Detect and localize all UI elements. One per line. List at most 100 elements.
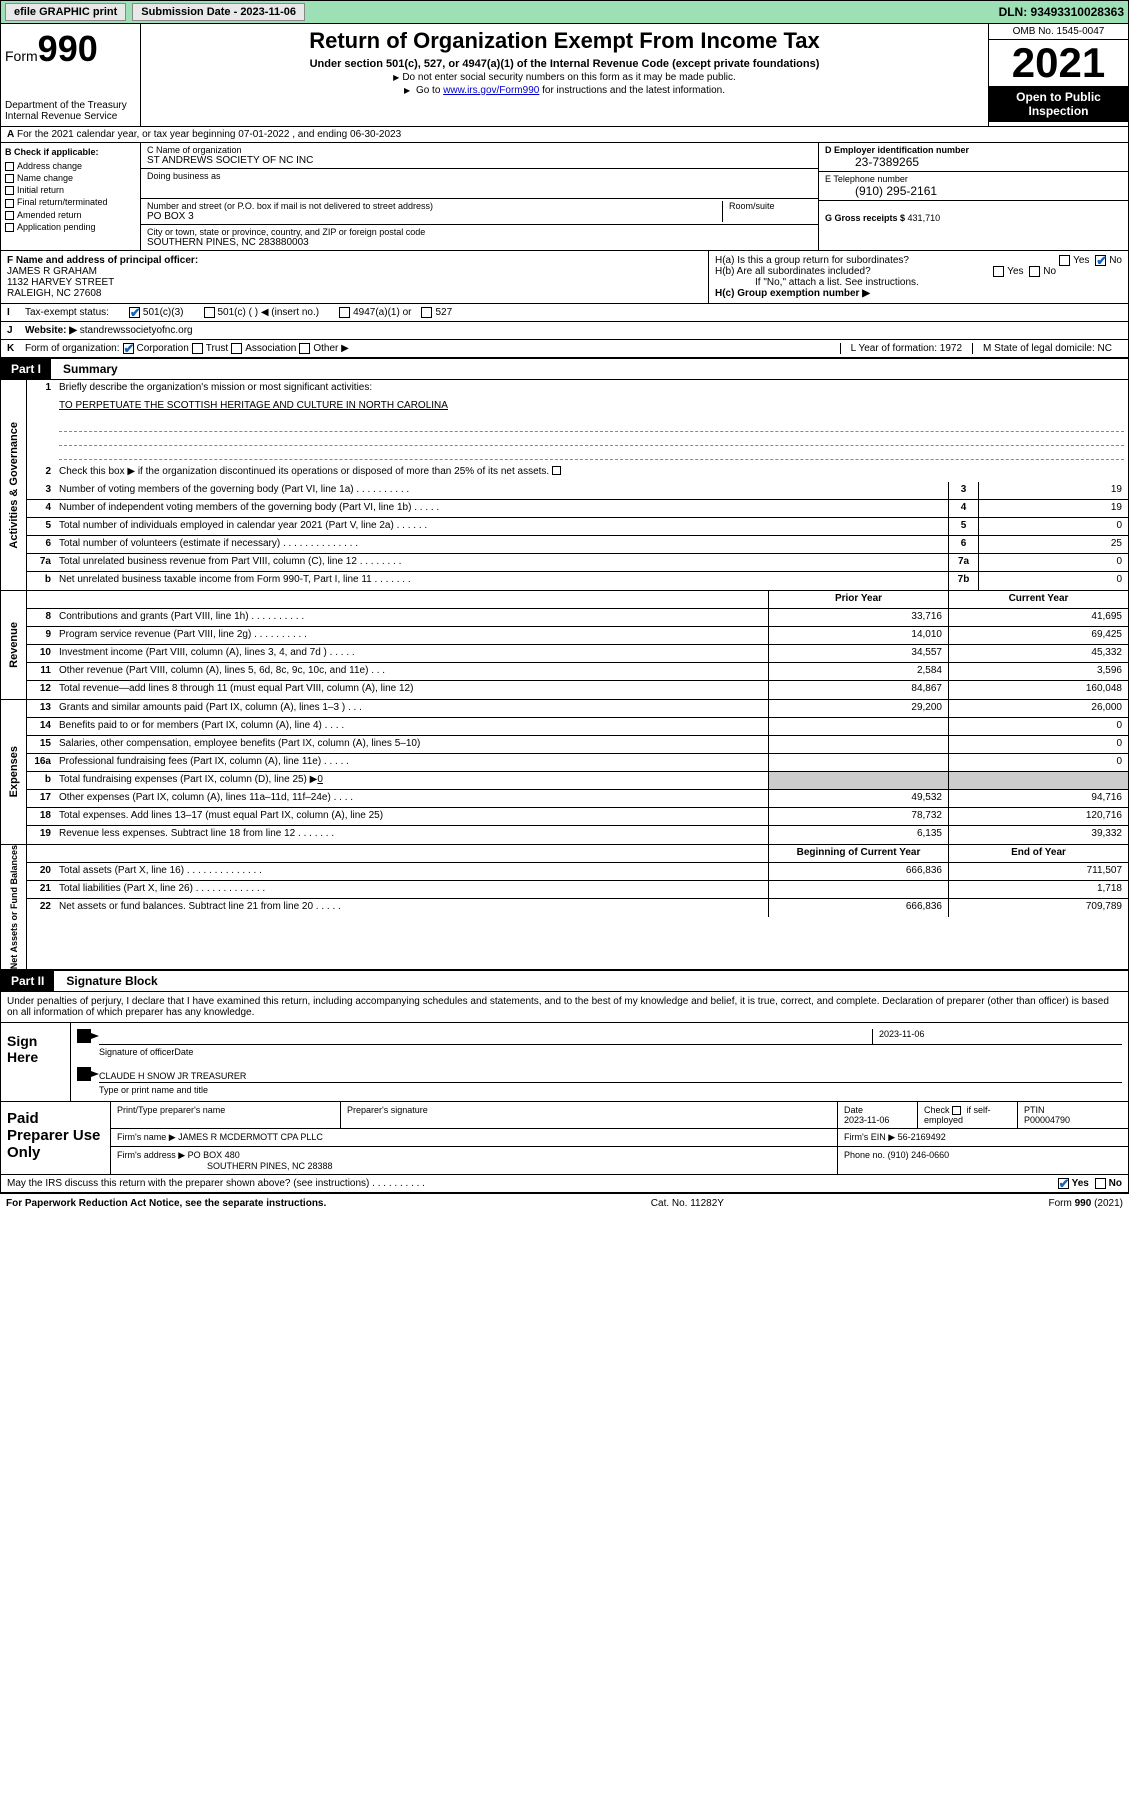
website-label: Website: ▶ <box>25 325 77 336</box>
checkbox-amended[interactable] <box>5 211 14 220</box>
org-name: ST ANDREWS SOCIETY OF NC INC <box>147 155 812 166</box>
chk-4947[interactable] <box>339 307 350 318</box>
vtab-expenses: Expenses <box>8 746 20 797</box>
section-revenue: Revenue Prior YearCurrent Year 8Contribu… <box>0 591 1129 700</box>
form-header: Form990 Department of the Treasury Inter… <box>0 24 1129 127</box>
v7b: 0 <box>978 572 1128 590</box>
goto-note: Go to www.irs.gov/Form990 for instructio… <box>149 85 980 96</box>
section-expenses: Expenses 13Grants and similar amounts pa… <box>0 700 1129 845</box>
vtab-net-assets: Net Assets or Fund Balances <box>9 845 19 969</box>
c8: 41,695 <box>948 609 1128 626</box>
checkbox-name-change[interactable] <box>5 174 14 183</box>
hb-yes[interactable] <box>993 266 1004 277</box>
c19: 39,332 <box>948 826 1128 844</box>
v4: 19 <box>978 500 1128 517</box>
top-bar: efile GRAPHIC print Submission Date - 20… <box>0 0 1129 24</box>
hb-no[interactable] <box>1029 266 1040 277</box>
hb-note: If "No," attach a list. See instructions… <box>715 277 1122 288</box>
dba-label: Doing business as <box>147 171 812 181</box>
c13: 26,000 <box>948 700 1128 717</box>
dept-label: Department of the Treasury <box>5 100 136 111</box>
hb-label: H(b) Are all subordinates included? <box>715 266 871 277</box>
chk-527[interactable] <box>421 307 432 318</box>
ein-label: D Employer identification number <box>825 145 1122 155</box>
ein-value: 23-7389265 <box>825 155 1122 169</box>
p13: 29,200 <box>768 700 948 717</box>
firm-ein: 56-2169492 <box>898 1132 946 1142</box>
gross-receipts-value: 431,710 <box>908 213 941 223</box>
firm-addr1: PO BOX 480 <box>188 1150 240 1160</box>
irs-link[interactable]: www.irs.gov/Form990 <box>443 85 539 96</box>
prep-date: 2023-11-06 <box>844 1115 889 1125</box>
form-org-label: Form of organization: <box>25 343 120 354</box>
row-j: J Website: ▶ standrewssocietyofnc.org <box>0 322 1129 340</box>
street-label: Number and street (or P.O. box if mail i… <box>147 201 722 211</box>
p8: 33,716 <box>768 609 948 626</box>
chk-501c[interactable] <box>204 307 215 318</box>
footer-right: Form 990 (2021) <box>1049 1198 1123 1209</box>
year-formation: L Year of formation: 1972 <box>840 343 972 354</box>
paid-preparer-block: Paid Preparer Use Only Print/Type prepar… <box>0 1102 1129 1175</box>
irs-label: Internal Revenue Service <box>5 111 136 122</box>
ptin-value: P00004790 <box>1024 1115 1070 1125</box>
p11: 2,584 <box>768 663 948 680</box>
c17: 94,716 <box>948 790 1128 807</box>
c10: 45,332 <box>948 645 1128 662</box>
sig-name-label: Type or print name and title <box>99 1085 1122 1095</box>
mission-text: TO PERPETUATE THE SCOTTISH HERITAGE AND … <box>55 398 1128 416</box>
p17: 49,532 <box>768 790 948 807</box>
phone-value: (910) 295-2161 <box>825 184 1122 198</box>
checkbox-address-change[interactable] <box>5 162 14 171</box>
checkbox-initial-return[interactable] <box>5 186 14 195</box>
form-title: Return of Organization Exempt From Incom… <box>149 28 980 54</box>
ha-label: H(a) Is this a group return for subordin… <box>715 255 909 266</box>
vtab-governance: Activities & Governance <box>8 422 20 549</box>
officer-label: F Name and address of principal officer: <box>7 255 198 266</box>
c15: 0 <box>948 736 1128 753</box>
may-no[interactable] <box>1095 1178 1106 1189</box>
state-domicile: M State of legal domicile: NC <box>972 343 1122 354</box>
city-value: SOUTHERN PINES, NC 283880003 <box>147 237 812 248</box>
officer-addr1: 1132 HARVEY STREET <box>7 277 702 288</box>
submission-date-button[interactable]: Submission Date - 2023-11-06 <box>132 3 305 21</box>
sig-date-label: Date <box>174 1047 193 1057</box>
row-a-taxyear: A For the 2021 calendar year, or tax yea… <box>0 127 1129 143</box>
sign-here-block: Sign Here 2023-11-06 Signature of office… <box>0 1022 1129 1102</box>
c9: 69,425 <box>948 627 1128 644</box>
section-net-assets: Net Assets or Fund Balances Beginning of… <box>0 845 1129 970</box>
column-b-checkboxes: B Check if applicable: Address change Na… <box>1 143 141 250</box>
ha-no[interactable] <box>1095 255 1106 266</box>
checkbox-final-return[interactable] <box>5 199 14 208</box>
hc-label: H(c) Group exemption number ▶ <box>715 288 870 299</box>
dln-label: DLN: 93493310028363 <box>999 5 1124 19</box>
form-subtitle: Under section 501(c), 527, or 4947(a)(1)… <box>149 58 980 70</box>
chk-discontinued[interactable] <box>552 466 561 475</box>
p18: 78,732 <box>768 808 948 825</box>
chk-501c3[interactable] <box>129 307 140 318</box>
ha-yes[interactable] <box>1059 255 1070 266</box>
p12: 84,867 <box>768 681 948 699</box>
chk-self-employed[interactable] <box>952 1106 961 1115</box>
sign-arrow-icon-2 <box>77 1067 99 1081</box>
footer-mid: Cat. No. 11282Y <box>651 1198 724 1209</box>
prep-name-label: Print/Type preparer's name <box>111 1102 341 1128</box>
website-value: standrewssocietyofnc.org <box>80 325 193 336</box>
may-yes[interactable] <box>1058 1178 1069 1189</box>
sig-date: 2023-11-06 <box>872 1029 1122 1044</box>
efile-print-button[interactable]: efile GRAPHIC print <box>5 3 126 21</box>
officer-name: JAMES R GRAHAM <box>7 266 702 277</box>
b22: 666,836 <box>768 899 948 917</box>
checkbox-application-pending[interactable] <box>5 223 14 232</box>
e22: 709,789 <box>948 899 1128 917</box>
gross-receipts-label: G Gross receipts $ <box>825 213 908 223</box>
tax-year: 2021 <box>989 40 1128 86</box>
chk-association[interactable] <box>231 343 242 354</box>
chk-trust[interactable] <box>192 343 203 354</box>
info-grid: B Check if applicable: Address change Na… <box>0 143 1129 251</box>
room-suite-label: Room/suite <box>722 201 812 222</box>
phone-label: E Telephone number <box>825 174 1122 184</box>
chk-corporation[interactable] <box>123 343 134 354</box>
prep-sig-label: Preparer's signature <box>341 1102 838 1128</box>
c14: 0 <box>948 718 1128 735</box>
chk-other[interactable] <box>299 343 310 354</box>
